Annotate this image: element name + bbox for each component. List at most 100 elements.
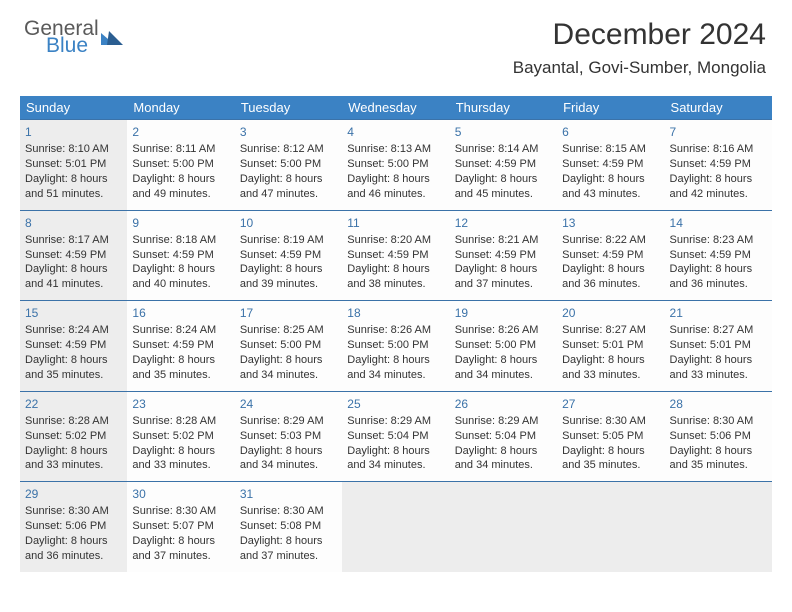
day-number: 6 <box>562 124 659 140</box>
daylight-line-2: and 35 minutes. <box>670 458 767 473</box>
logo-text-blue: Blue <box>46 35 99 56</box>
weekday-header: Thursday <box>450 96 557 120</box>
week-row: 22Sunrise: 8:28 AMSunset: 5:02 PMDayligh… <box>20 391 772 482</box>
sunset-line: Sunset: 4:59 PM <box>240 248 337 263</box>
day-number: 13 <box>562 215 659 231</box>
daylight-line-2: and 51 minutes. <box>25 187 122 202</box>
day-cell: 20Sunrise: 8:27 AMSunset: 5:01 PMDayligh… <box>557 301 664 392</box>
sunset-line: Sunset: 5:03 PM <box>240 429 337 444</box>
daylight-line: Daylight: 8 hours <box>562 172 659 187</box>
day-number: 29 <box>25 486 122 502</box>
day-number: 18 <box>347 305 444 321</box>
weekday-header-row: SundayMondayTuesdayWednesdayThursdayFrid… <box>20 96 772 120</box>
sunrise-line: Sunrise: 8:30 AM <box>562 414 659 429</box>
sunrise-line: Sunrise: 8:26 AM <box>455 323 552 338</box>
daylight-line: Daylight: 8 hours <box>562 262 659 277</box>
daylight-line: Daylight: 8 hours <box>25 444 122 459</box>
day-number: 2 <box>132 124 229 140</box>
sunset-line: Sunset: 4:59 PM <box>562 157 659 172</box>
day-number: 30 <box>132 486 229 502</box>
day-cell: 17Sunrise: 8:25 AMSunset: 5:00 PMDayligh… <box>235 301 342 392</box>
day-cell: 3Sunrise: 8:12 AMSunset: 5:00 PMDaylight… <box>235 120 342 211</box>
daylight-line: Daylight: 8 hours <box>25 534 122 549</box>
sunset-line: Sunset: 5:00 PM <box>240 157 337 172</box>
daylight-line-2: and 33 minutes. <box>562 368 659 383</box>
day-cell: 24Sunrise: 8:29 AMSunset: 5:03 PMDayligh… <box>235 391 342 482</box>
day-cell: 10Sunrise: 8:19 AMSunset: 4:59 PMDayligh… <box>235 210 342 301</box>
day-cell: 18Sunrise: 8:26 AMSunset: 5:00 PMDayligh… <box>342 301 449 392</box>
day-cell: 23Sunrise: 8:28 AMSunset: 5:02 PMDayligh… <box>127 391 234 482</box>
daylight-line-2: and 33 minutes. <box>132 458 229 473</box>
daylight-line: Daylight: 8 hours <box>132 172 229 187</box>
day-cell <box>557 482 664 572</box>
location-text: Bayantal, Govi-Sumber, Mongolia <box>513 58 766 78</box>
daylight-line-2: and 34 minutes. <box>347 458 444 473</box>
sunset-line: Sunset: 5:02 PM <box>25 429 122 444</box>
sunset-line: Sunset: 5:00 PM <box>347 157 444 172</box>
day-cell: 12Sunrise: 8:21 AMSunset: 4:59 PMDayligh… <box>450 210 557 301</box>
day-cell: 14Sunrise: 8:23 AMSunset: 4:59 PMDayligh… <box>665 210 772 301</box>
weekday-header: Monday <box>127 96 234 120</box>
day-cell: 13Sunrise: 8:22 AMSunset: 4:59 PMDayligh… <box>557 210 664 301</box>
daylight-line-2: and 33 minutes. <box>25 458 122 473</box>
daylight-line-2: and 38 minutes. <box>347 277 444 292</box>
daylight-line-2: and 35 minutes. <box>25 368 122 383</box>
day-cell: 4Sunrise: 8:13 AMSunset: 5:00 PMDaylight… <box>342 120 449 211</box>
weekday-header: Sunday <box>20 96 127 120</box>
daylight-line: Daylight: 8 hours <box>670 353 767 368</box>
daylight-line: Daylight: 8 hours <box>670 444 767 459</box>
day-cell <box>450 482 557 572</box>
daylight-line: Daylight: 8 hours <box>25 172 122 187</box>
sunset-line: Sunset: 5:08 PM <box>240 519 337 534</box>
sunset-line: Sunset: 5:05 PM <box>562 429 659 444</box>
day-number: 20 <box>562 305 659 321</box>
sunrise-line: Sunrise: 8:11 AM <box>132 142 229 157</box>
title-block: December 2024 Bayantal, Govi-Sumber, Mon… <box>513 18 766 78</box>
sunrise-line: Sunrise: 8:12 AM <box>240 142 337 157</box>
sunrise-line: Sunrise: 8:17 AM <box>25 233 122 248</box>
daylight-line-2: and 33 minutes. <box>670 368 767 383</box>
day-number: 11 <box>347 215 444 231</box>
logo: General Blue <box>24 18 123 56</box>
sunset-line: Sunset: 5:00 PM <box>240 338 337 353</box>
sunrise-line: Sunrise: 8:29 AM <box>240 414 337 429</box>
sunset-line: Sunset: 4:59 PM <box>347 248 444 263</box>
sunset-line: Sunset: 5:00 PM <box>132 157 229 172</box>
sunrise-line: Sunrise: 8:10 AM <box>25 142 122 157</box>
day-number: 9 <box>132 215 229 231</box>
weekday-header: Saturday <box>665 96 772 120</box>
daylight-line-2: and 47 minutes. <box>240 187 337 202</box>
day-number: 15 <box>25 305 122 321</box>
day-cell: 22Sunrise: 8:28 AMSunset: 5:02 PMDayligh… <box>20 391 127 482</box>
calendar-table: SundayMondayTuesdayWednesdayThursdayFrid… <box>20 96 772 572</box>
daylight-line-2: and 34 minutes. <box>347 368 444 383</box>
daylight-line-2: and 41 minutes. <box>25 277 122 292</box>
sunrise-line: Sunrise: 8:19 AM <box>240 233 337 248</box>
daylight-line-2: and 34 minutes. <box>455 368 552 383</box>
day-cell: 26Sunrise: 8:29 AMSunset: 5:04 PMDayligh… <box>450 391 557 482</box>
sunset-line: Sunset: 5:01 PM <box>25 157 122 172</box>
sunset-line: Sunset: 5:04 PM <box>455 429 552 444</box>
day-number: 26 <box>455 396 552 412</box>
day-number: 21 <box>670 305 767 321</box>
sunrise-line: Sunrise: 8:15 AM <box>562 142 659 157</box>
day-cell: 30Sunrise: 8:30 AMSunset: 5:07 PMDayligh… <box>127 482 234 572</box>
daylight-line-2: and 34 minutes. <box>240 458 337 473</box>
sunrise-line: Sunrise: 8:29 AM <box>347 414 444 429</box>
day-number: 22 <box>25 396 122 412</box>
day-cell: 16Sunrise: 8:24 AMSunset: 4:59 PMDayligh… <box>127 301 234 392</box>
day-cell: 27Sunrise: 8:30 AMSunset: 5:05 PMDayligh… <box>557 391 664 482</box>
sunrise-line: Sunrise: 8:27 AM <box>562 323 659 338</box>
day-number: 23 <box>132 396 229 412</box>
daylight-line-2: and 36 minutes. <box>25 549 122 564</box>
day-number: 14 <box>670 215 767 231</box>
sunrise-line: Sunrise: 8:25 AM <box>240 323 337 338</box>
sunrise-line: Sunrise: 8:30 AM <box>132 504 229 519</box>
day-number: 19 <box>455 305 552 321</box>
day-number: 17 <box>240 305 337 321</box>
daylight-line: Daylight: 8 hours <box>562 353 659 368</box>
daylight-line: Daylight: 8 hours <box>562 444 659 459</box>
day-cell: 9Sunrise: 8:18 AMSunset: 4:59 PMDaylight… <box>127 210 234 301</box>
daylight-line-2: and 37 minutes. <box>240 549 337 564</box>
day-number: 16 <box>132 305 229 321</box>
